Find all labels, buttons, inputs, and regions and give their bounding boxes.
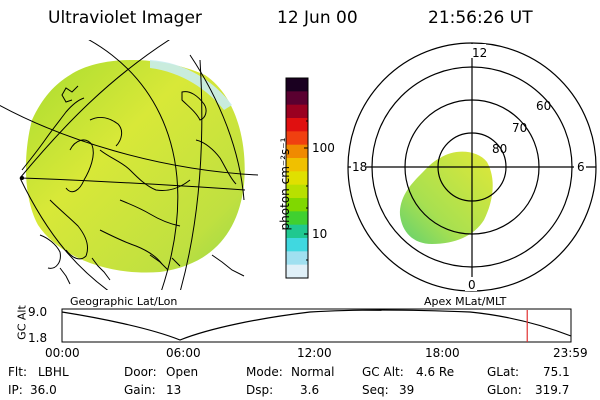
geo-grid bbox=[0, 40, 258, 290]
polar-plot bbox=[347, 42, 597, 292]
colorbar-segment bbox=[286, 198, 308, 212]
gain-label: Gain: bbox=[124, 383, 156, 397]
timeline-xtick-1: 06:00 bbox=[166, 346, 201, 360]
colorbar-segment bbox=[286, 224, 308, 239]
glat-value: 75.1 bbox=[543, 365, 570, 379]
observation-date: 12 Jun 00 bbox=[277, 8, 358, 28]
seq-label: Seq: bbox=[362, 383, 389, 397]
right-panel-caption: Apex MLat/MLT bbox=[424, 295, 507, 308]
dsp-label: Dsp: bbox=[246, 383, 274, 397]
orbit-timeline bbox=[61, 308, 572, 343]
gcalt-label: GC Alt: bbox=[362, 365, 404, 379]
timeline-xtick-2: 12:00 bbox=[297, 346, 332, 360]
colorbar bbox=[285, 77, 309, 279]
flt-label: Flt: bbox=[8, 365, 27, 379]
colorbar-segment bbox=[286, 251, 308, 266]
auroral-image-blob bbox=[25, 60, 245, 273]
mlat-label-60: 60 bbox=[536, 99, 552, 113]
colorbar-segment bbox=[286, 91, 308, 106]
auroral-oval-image bbox=[399, 151, 493, 244]
mlt-label-6: 6 bbox=[577, 160, 585, 174]
timeline-xtick-0: 00:00 bbox=[45, 346, 80, 360]
image-edge-brightening bbox=[150, 60, 232, 110]
mlt-label-18: 18 bbox=[352, 160, 368, 174]
colorbar-segment bbox=[286, 238, 308, 252]
dsp-value: 3.6 bbox=[300, 383, 320, 397]
colorbar-segment bbox=[286, 171, 308, 186]
colorbar-segment bbox=[286, 118, 308, 132]
subsatellite-point bbox=[20, 176, 24, 180]
observation-time: 21:56:26 UT bbox=[428, 8, 533, 28]
colorbar-unit-label: photon cm⁻²s⁻¹ bbox=[278, 137, 292, 231]
door-value: Open bbox=[166, 365, 199, 379]
gcalt-value: 4.6 Re bbox=[416, 365, 455, 379]
seq-value: 39 bbox=[399, 383, 415, 397]
colorbar-segment bbox=[286, 78, 308, 92]
timeline-xtick-3: 18:00 bbox=[425, 346, 460, 360]
colorbar-tick-10: 10 bbox=[312, 227, 328, 241]
mlat-label-70: 70 bbox=[512, 121, 528, 135]
colorbar-segment bbox=[286, 184, 308, 199]
timeline-ytick-top: 9.0 bbox=[28, 305, 48, 319]
mlt-label-12: 12 bbox=[472, 46, 488, 60]
door-label: Door: bbox=[124, 365, 157, 379]
left-panel-caption: Geographic Lat/Lon bbox=[70, 295, 178, 308]
colorbar-segment bbox=[286, 131, 308, 146]
glat-label: GLat: bbox=[487, 365, 520, 379]
colorbar-segment bbox=[286, 104, 308, 119]
colorbar-segment bbox=[286, 158, 308, 172]
flt-value: LBHL bbox=[38, 365, 69, 379]
timeline-ytick-bottom: 1.8 bbox=[28, 331, 48, 345]
instrument-title: Ultraviolet Imager bbox=[48, 8, 202, 28]
ip-value: 36.0 bbox=[30, 383, 57, 397]
colorbar-tick-100: 100 bbox=[312, 141, 335, 155]
altitude-curve bbox=[61, 309, 572, 341]
ip-label: IP: bbox=[8, 383, 23, 397]
timeline-xtick-4: 23:59 bbox=[553, 346, 588, 360]
mode-label: Mode: bbox=[246, 365, 283, 379]
mode-value: Normal bbox=[291, 365, 335, 379]
gain-value: 13 bbox=[166, 383, 182, 397]
timeline-ylabel: GC Alt bbox=[15, 305, 29, 340]
colorbar-segment bbox=[286, 144, 308, 159]
mlt-label-0: 0 bbox=[468, 278, 476, 292]
glon-label: GLon: bbox=[487, 383, 522, 397]
glon-value: 319.7 bbox=[535, 383, 570, 397]
coastlines bbox=[21, 85, 245, 285]
geographic-image bbox=[0, 40, 258, 290]
colorbar-segment bbox=[286, 264, 308, 279]
mlat-label-80: 80 bbox=[492, 142, 508, 156]
colorbar-segment bbox=[286, 211, 308, 226]
